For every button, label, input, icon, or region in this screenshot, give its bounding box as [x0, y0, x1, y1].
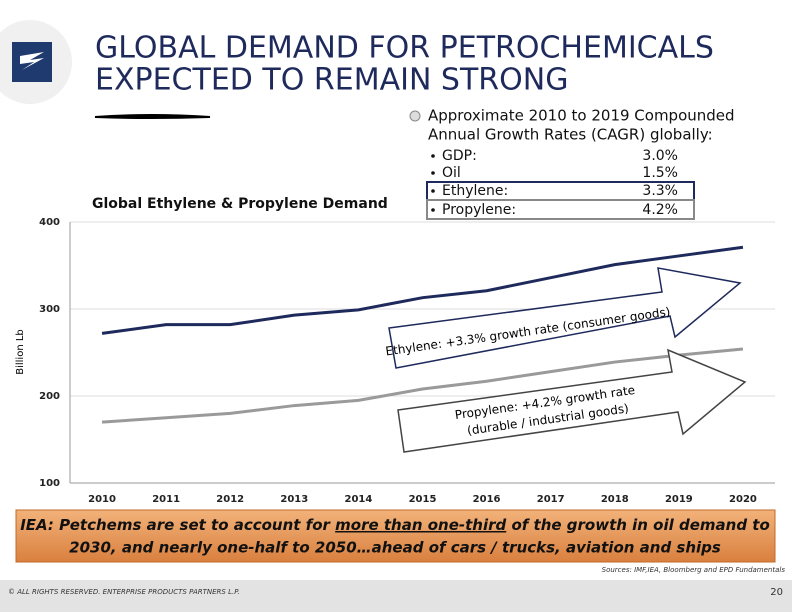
banner	[15, 509, 776, 563]
arrow	[397, 348, 747, 453]
bullet	[409, 110, 421, 122]
cagr-intro: Approximate 2010 to 2019 Compounded	[428, 107, 735, 125]
bullet	[431, 154, 435, 158]
logo-bolt	[20, 52, 44, 70]
bullet	[431, 171, 435, 175]
series-line	[101, 245, 744, 335]
bullet	[431, 189, 435, 193]
cagr-list: GDP: 3.0% Oil 1.5% Ethylene: 3.3% Propylene: 4.…	[431, 148, 678, 218]
banner-text: more than one-third	[335, 516, 506, 534]
cagr-value: 3.0%	[642, 148, 678, 164]
x-tick-label: 2011	[152, 494, 180, 505]
x-tick-label: 2015	[409, 494, 437, 505]
x-tick-label: 2010	[88, 494, 116, 505]
y-tick-label: 200	[39, 391, 60, 402]
series-line	[101, 347, 744, 424]
x-tick-label: 2014	[344, 494, 372, 505]
copyright: © ALL RIGHTS RESERVED. ENTERPRISE PRODUC…	[8, 588, 240, 596]
y-tick-label: 100	[39, 478, 60, 489]
banner-text: IEA: Petchems are set to account for mor…	[20, 516, 770, 534]
x-tick-label: 2013	[280, 494, 308, 505]
x-tick-label: 2019	[665, 494, 693, 505]
banner-text: 2030, and nearly one-half to 2050…ahead …	[69, 539, 721, 557]
cagr-label: Ethylene:	[442, 183, 508, 199]
bullet	[431, 208, 435, 212]
sources: Sources: IMF,IEA, Bloomberg and EPD Fund…	[602, 566, 786, 574]
cagr-label: Propylene:	[442, 202, 516, 218]
x-tick-label: 2012	[216, 494, 244, 505]
cagr-value: 1.5%	[642, 165, 678, 181]
x-tick-label: 2016	[473, 494, 501, 505]
chart-title: Global Ethylene & Propylene Demand	[92, 196, 388, 212]
title-rule	[94, 114, 211, 119]
footer	[0, 580, 792, 612]
cagr-value: 3.3%	[642, 183, 678, 199]
arrow	[388, 267, 742, 369]
cagr-label: Oil	[442, 165, 461, 181]
y-tick-label: 300	[39, 304, 60, 315]
cagr-intro: Annual Growth Rates (CAGR) globally:	[428, 126, 713, 144]
x-tick-label: 2020	[729, 494, 757, 505]
y-axis-label: Billion Lb	[15, 329, 26, 375]
cagr-label: GDP:	[442, 148, 477, 164]
banner-text: of the growth in oil demand to	[506, 516, 770, 534]
title: EXPECTED TO REMAIN STRONG	[95, 63, 568, 98]
cagr-value: 4.2%	[642, 202, 678, 218]
banner-text: IEA: Petchems are set to account for	[20, 516, 335, 534]
highlight-box	[426, 199, 695, 220]
x-tick-label: 2017	[537, 494, 565, 505]
x-tick-label: 2018	[601, 494, 629, 505]
page-number: 20	[770, 587, 783, 598]
title: GLOBAL DEMAND FOR PETROCHEMICALS	[95, 31, 714, 66]
y-tick-label: 400	[39, 217, 60, 228]
